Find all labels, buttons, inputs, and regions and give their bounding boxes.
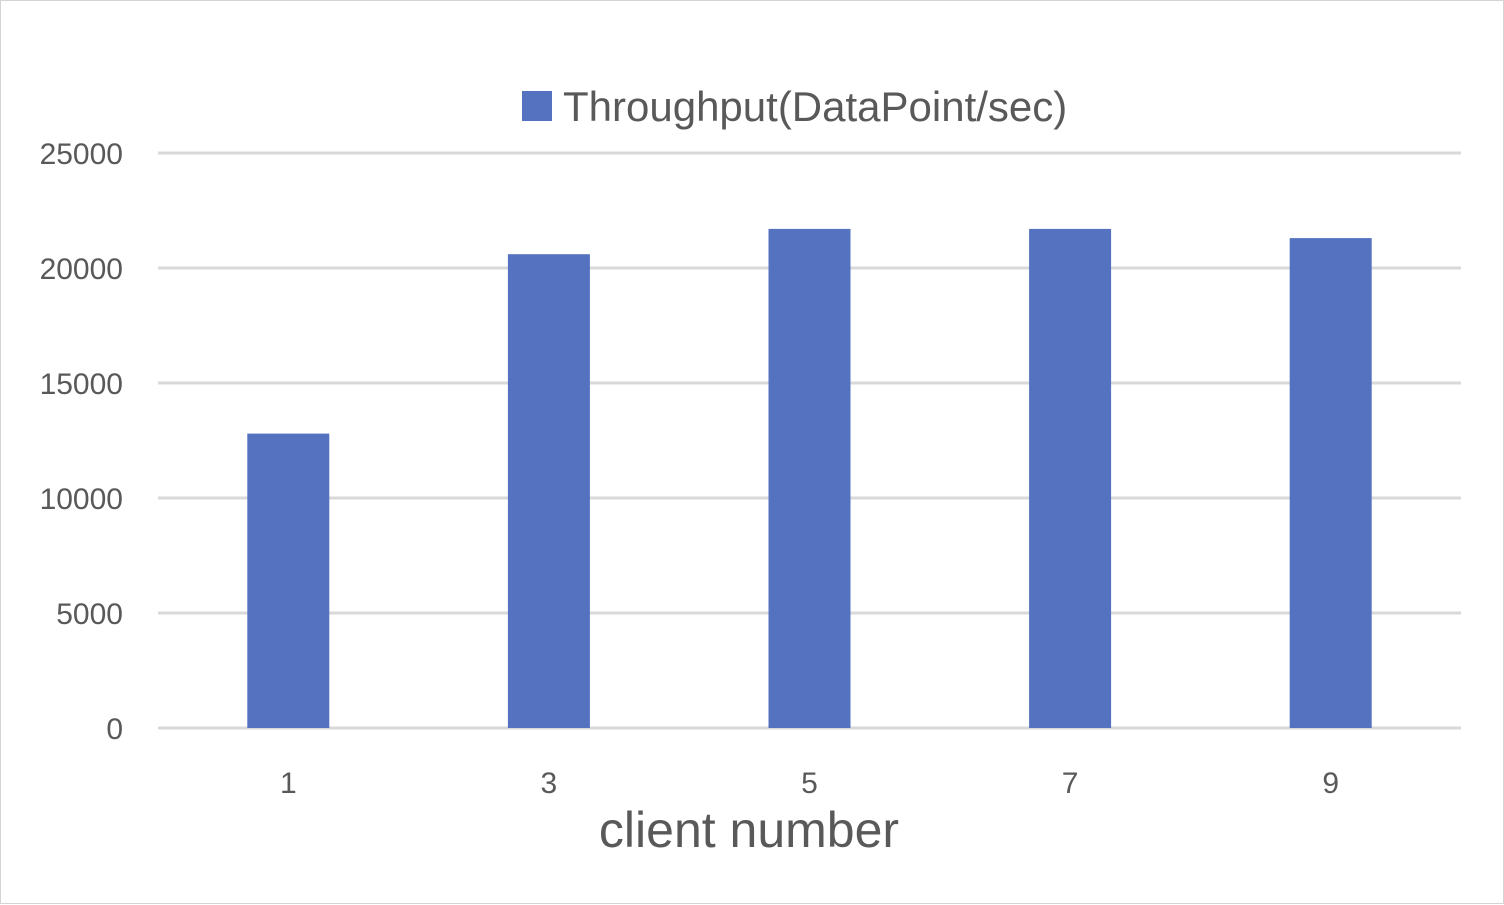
bar-client-5 <box>768 228 851 728</box>
bars <box>247 228 1372 728</box>
y-tick-label: 5000 <box>56 598 123 631</box>
x-tick-label: 3 <box>541 767 558 800</box>
y-tick-label: 10000 <box>40 483 123 516</box>
y-tick-label: 25000 <box>40 138 123 171</box>
x-axis-title: client number <box>599 802 899 858</box>
legend-label: Throughput(DataPoint/sec) <box>563 83 1067 130</box>
bar-client-1 <box>247 433 330 728</box>
bar-client-3 <box>507 254 590 728</box>
bar-client-9 <box>1289 238 1372 728</box>
y-axis-ticks: 0 5000 10000 15000 20000 25000 <box>40 138 123 746</box>
x-axis-ticks: 1 3 5 7 9 <box>280 767 1339 800</box>
x-tick-label: 1 <box>280 767 297 800</box>
bar-client-7 <box>1029 228 1112 728</box>
x-tick-label: 5 <box>801 767 818 800</box>
legend-swatch <box>522 91 552 121</box>
x-tick-label: 9 <box>1322 767 1339 800</box>
y-tick-label: 20000 <box>40 253 123 286</box>
legend: Throughput(DataPoint/sec) <box>522 83 1067 130</box>
y-tick-label: 15000 <box>40 368 123 401</box>
y-tick-label: 0 <box>106 713 123 746</box>
x-tick-label: 7 <box>1062 767 1079 800</box>
